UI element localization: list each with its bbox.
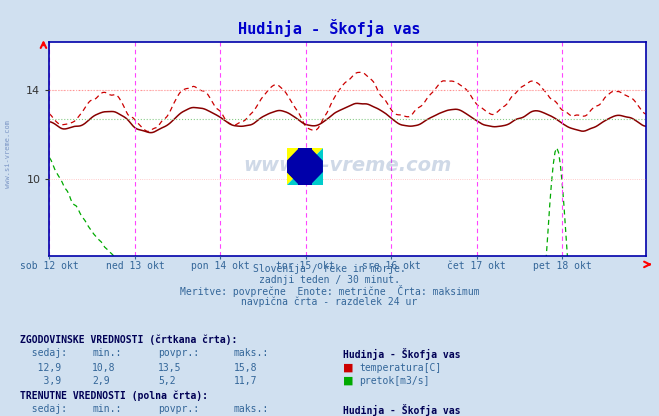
Text: Hudinja - Škofja vas: Hudinja - Škofja vas [343, 348, 460, 360]
Text: www.si-vreme.com: www.si-vreme.com [243, 156, 452, 176]
Text: www.si-vreme.com: www.si-vreme.com [5, 120, 11, 188]
Text: ZGODOVINSKE VREDNOSTI (črtkana črta):: ZGODOVINSKE VREDNOSTI (črtkana črta): [20, 335, 237, 345]
Text: 15,8: 15,8 [234, 362, 258, 373]
Polygon shape [287, 148, 310, 185]
Text: ■: ■ [343, 376, 353, 386]
Text: Slovenija / reke in morje.: Slovenija / reke in morje. [253, 264, 406, 274]
Text: temperatura[C]: temperatura[C] [359, 362, 442, 373]
Text: navpična črta - razdelek 24 ur: navpična črta - razdelek 24 ur [241, 296, 418, 307]
Text: zadnji teden / 30 minut.: zadnji teden / 30 minut. [259, 275, 400, 285]
Text: povpr.:: povpr.: [158, 404, 199, 414]
Polygon shape [287, 148, 323, 185]
Polygon shape [287, 148, 323, 185]
Text: maks.:: maks.: [234, 404, 269, 414]
Text: TRENUTNE VREDNOSTI (polna črta):: TRENUTNE VREDNOSTI (polna črta): [20, 390, 208, 401]
Text: Meritve: povprečne  Enote: metrične  Črta: maksimum: Meritve: povprečne Enote: metrične Črta:… [180, 285, 479, 297]
Text: 11,7: 11,7 [234, 376, 258, 386]
Text: 10,8: 10,8 [92, 362, 116, 373]
Text: 3,9: 3,9 [20, 376, 61, 386]
Text: maks.:: maks.: [234, 348, 269, 358]
Polygon shape [287, 148, 323, 185]
Text: 13,5: 13,5 [158, 362, 182, 373]
Polygon shape [298, 148, 312, 185]
Text: min.:: min.: [92, 404, 122, 414]
Text: ■: ■ [343, 362, 353, 373]
Text: povpr.:: povpr.: [158, 348, 199, 358]
Text: sedaj:: sedaj: [20, 348, 67, 358]
Text: Hudinja - Škofja vas: Hudinja - Škofja vas [239, 19, 420, 37]
Text: 2,9: 2,9 [92, 376, 110, 386]
Text: min.:: min.: [92, 348, 122, 358]
Text: 5,2: 5,2 [158, 376, 176, 386]
Text: sedaj:: sedaj: [20, 404, 67, 414]
Text: pretok[m3/s]: pretok[m3/s] [359, 376, 430, 386]
Text: 12,9: 12,9 [20, 362, 61, 373]
Text: Hudinja - Škofja vas: Hudinja - Škofja vas [343, 404, 460, 416]
